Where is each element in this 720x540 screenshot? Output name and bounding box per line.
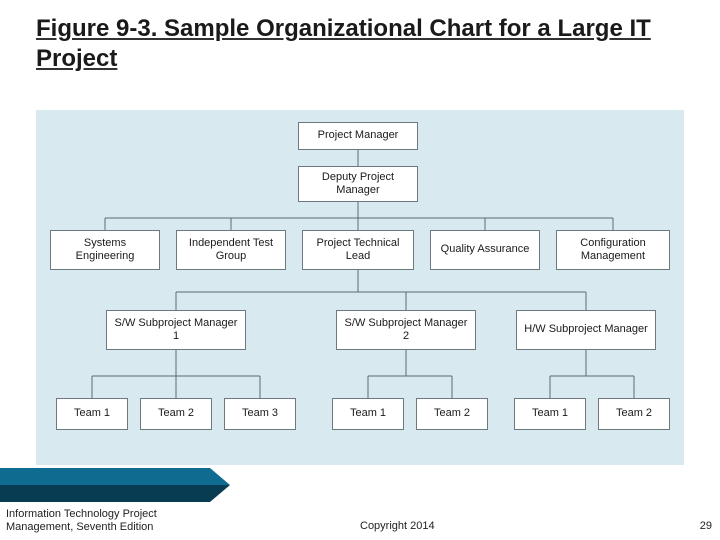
org-node-itg: Independent Test Group [176,230,286,270]
footer-line-2: Management, Seventh Edition [6,521,157,534]
org-node-sw1: S/W Subproject Manager 1 [106,310,246,350]
org-node-se: Systems Engineering [50,230,160,270]
org-node-t32: Team 2 [598,398,670,430]
org-node-t11: Team 1 [56,398,128,430]
footer-copyright: Copyright 2014 [360,520,435,532]
page-number: 29 [700,520,712,532]
org-chart: Project Manager Deputy Project Manager Sys… [36,110,684,465]
org-node-cm: Configuration Management [556,230,670,270]
org-node-pm: Project Manager [298,122,418,150]
footer-book-title: Information Technology Project Managemen… [6,508,157,534]
org-node-t12: Team 2 [140,398,212,430]
org-node-t31: Team 1 [514,398,586,430]
org-node-hw: H/W Subproject Manager [516,310,656,350]
org-node-t21: Team 1 [332,398,404,430]
org-node-dpm: Deputy Project Manager [298,166,418,202]
org-node-sw2: S/W Subproject Manager 2 [336,310,476,350]
org-node-t22: Team 2 [416,398,488,430]
footer-accent [0,468,230,502]
org-node-ptl: Project Technical Lead [302,230,414,270]
figure-title: Figure 9-3. Sample Organizational Chart … [0,0,720,74]
footer-line-1: Information Technology Project [6,508,157,521]
org-node-qa: Quality Assurance [430,230,540,270]
org-node-t13: Team 3 [224,398,296,430]
